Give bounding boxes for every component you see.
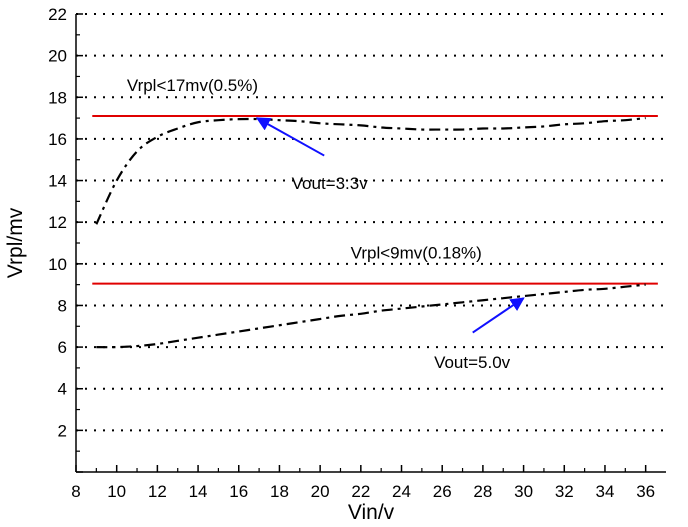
y-tick-label-22: 22 [48,5,67,24]
y-tick-label-8: 8 [58,296,67,315]
x-tick-label-28: 28 [473,482,492,501]
limit-label-2: Vrpl<9mv(0.18%) [351,244,482,263]
y-tick-label-4: 4 [58,380,67,399]
x-tick-label-16: 16 [229,482,248,501]
x-tick-label-34: 34 [596,482,615,501]
x-tick-label-30: 30 [514,482,533,501]
y-tick-label-12: 12 [48,213,67,232]
y-tick-label-6: 6 [58,338,67,357]
x-tick-label-20: 20 [311,482,330,501]
annotation-arrow-2 [472,297,525,334]
x-tick-label-14: 14 [189,482,208,501]
annotation-label-2: Vout=5.0v [434,353,511,372]
limit-label-1: Vrpl<17mv(0.5%) [127,76,258,95]
axes: 8 10 12 14 16 18 20 22 24 26 28 30 32 34 3624681012141… [48,5,666,501]
annotations: Vout=3.3v Vout=5.0v [255,117,525,372]
x-axis-title: Vin/v [348,501,395,524]
limit-lines: Vrpl<17mv(0.5%) Vrpl<9mv(0.18%) [92,76,658,285]
series-line-2 [96,283,646,349]
x-tick-label-24: 24 [392,482,411,501]
x-tick-label-12: 12 [148,482,167,501]
x-tick-label-22: 22 [351,482,370,501]
y-tick-label-14: 14 [48,172,67,191]
y-tick-label-18: 18 [48,88,67,107]
y-tick-label-10: 10 [48,255,67,274]
x-tick-label-36: 36 [636,482,655,501]
x-tick-label-8: 8 [71,482,80,501]
series-line-1 [95,116,646,225]
x-tick-label-18: 18 [270,482,289,501]
x-tick-label-10: 10 [107,482,126,501]
annotation-label-1: Vout=3.3v [292,174,369,193]
annotation-arrow-1 [255,117,325,157]
y-axis-title: Vrpl/mv [4,207,27,278]
x-tick-label-26: 26 [433,482,452,501]
y-tick-label-20: 20 [48,47,67,66]
x-tick-label-32: 32 [555,482,574,501]
y-tick-label-2: 2 [58,421,67,440]
data-series [95,116,646,349]
y-tick-label-16: 16 [48,130,67,149]
